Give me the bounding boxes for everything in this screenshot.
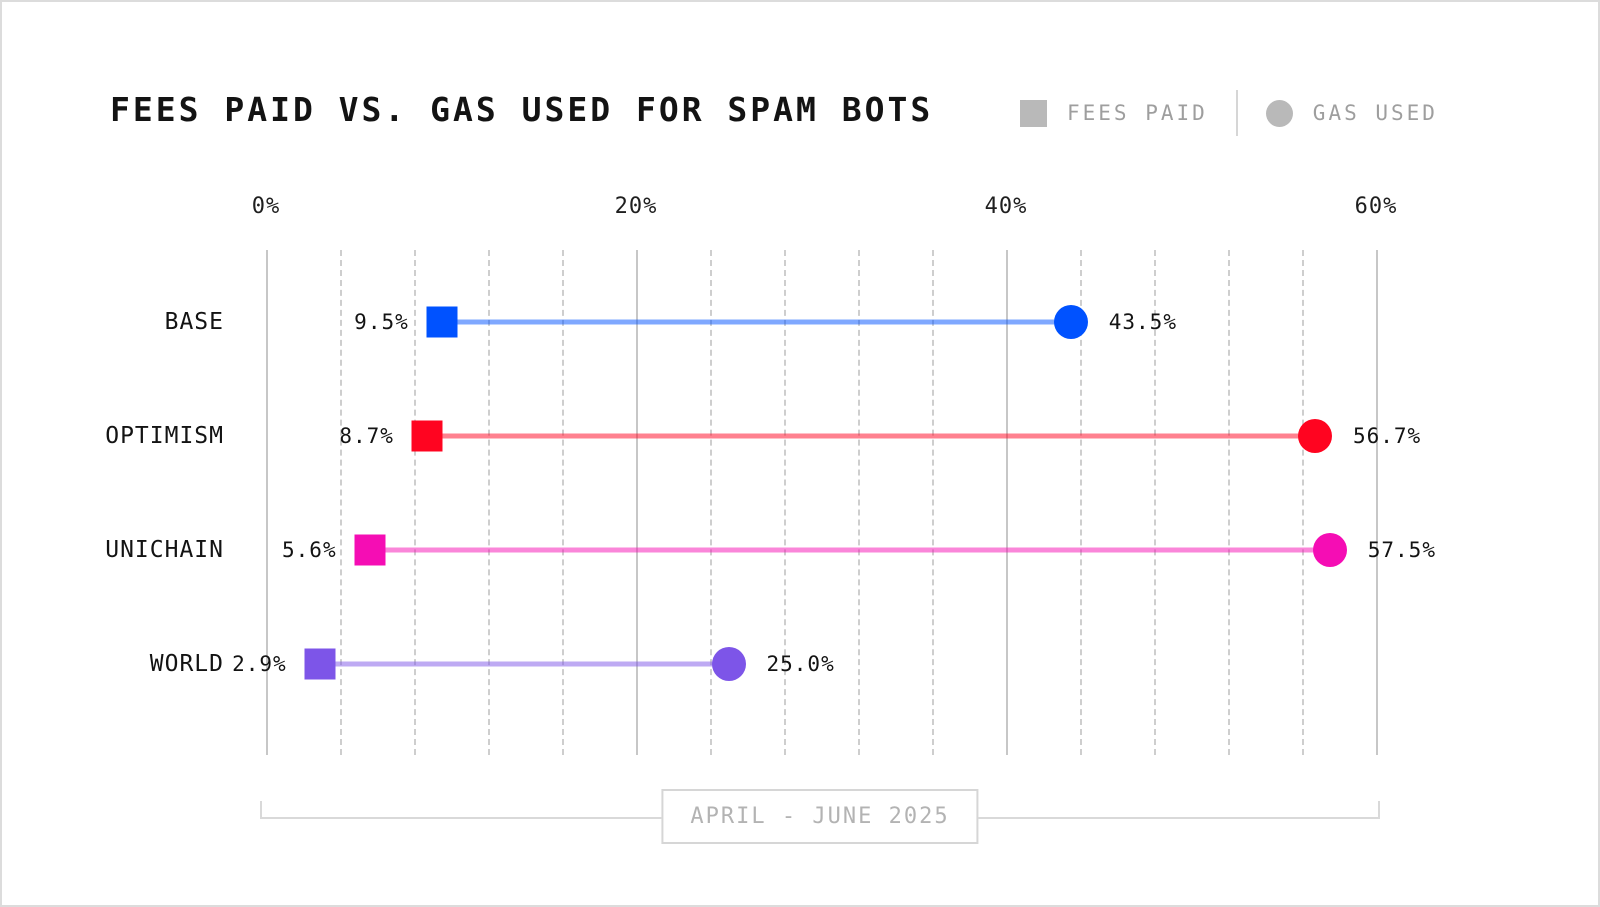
x-axis-tick-label: 40% — [984, 194, 1028, 219]
x-axis-tick-label: 20% — [614, 194, 658, 219]
category-label: OPTIMISM — [105, 423, 224, 449]
gridline-minor-24 — [710, 250, 712, 755]
gas-used-circle-marker — [1297, 419, 1332, 453]
gridline-minor-12 — [488, 250, 490, 755]
gridline-major-0 — [266, 250, 268, 755]
x-axis-tick-label: 60% — [1354, 194, 1398, 219]
legend-item-fees-paid: FEES PAID — [1020, 99, 1208, 127]
fees-paid-square-marker — [411, 420, 443, 452]
square-marker-icon — [1020, 99, 1047, 127]
gridline-minor-48 — [1154, 250, 1156, 755]
gridline-minor-8 — [414, 250, 416, 755]
fees-paid-value-label: 9.5% — [354, 310, 409, 334]
gridline-minor-16 — [562, 250, 564, 755]
plot-area: 0% 20% 40% 60% BASE 9.5% 43.5% OPTIMISM 8.7% 56.7… — [105, 194, 1435, 755]
gridline-minor-52 — [1228, 250, 1230, 755]
gridline-minor-36 — [932, 250, 934, 755]
chart-title: FEES PAID VS. GAS USED FOR SPAM BOTS — [110, 90, 934, 129]
gridline-major-20 — [636, 250, 638, 755]
legend-label-fees-paid: FEES PAID — [1067, 101, 1208, 125]
gas-used-circle-marker — [1312, 533, 1347, 567]
gas-used-value-label: 25.0% — [766, 652, 835, 676]
fees-paid-square-marker — [426, 306, 458, 338]
connector-line — [369, 547, 1330, 553]
connector-line — [441, 319, 1071, 325]
gas-used-value-label: 57.5% — [1367, 538, 1436, 562]
chart-legend: FEES PAID GAS USED — [1020, 90, 1438, 136]
gas-used-circle-marker — [1053, 305, 1088, 339]
category-label: UNICHAIN — [105, 537, 224, 563]
period-label: APRIL - JUNE 2025 — [661, 789, 979, 844]
gas-used-value-label: 43.5% — [1108, 310, 1177, 334]
connector-line — [426, 433, 1315, 439]
gridline-minor-56 — [1302, 250, 1304, 755]
legend-item-gas-used: GAS USED — [1265, 99, 1438, 127]
gridline-minor-4 — [340, 250, 342, 755]
gridline-minor-28 — [784, 250, 786, 755]
category-label: WORLD — [149, 651, 224, 677]
gas-used-value-label: 56.7% — [1352, 424, 1422, 448]
gridline-minor-44 — [1080, 250, 1082, 755]
fees-paid-square-marker — [304, 648, 336, 680]
circle-marker-icon — [1265, 99, 1293, 127]
fees-paid-square-marker — [354, 534, 386, 566]
fees-paid-value-label: 5.6% — [282, 538, 337, 562]
fees-paid-value-label: 8.7% — [339, 424, 394, 448]
fees-paid-value-label: 2.9% — [232, 652, 287, 676]
gridline-major-40 — [1006, 250, 1008, 755]
gas-used-circle-marker — [711, 647, 746, 681]
connector-line — [319, 661, 729, 667]
category-label: BASE — [164, 309, 224, 335]
gridline-minor-32 — [858, 250, 860, 755]
gridline-major-60 — [1376, 250, 1378, 755]
legend-label-gas-used: GAS USED — [1312, 101, 1438, 125]
x-axis-tick-label: 0% — [251, 194, 281, 219]
legend-divider — [1235, 90, 1238, 136]
